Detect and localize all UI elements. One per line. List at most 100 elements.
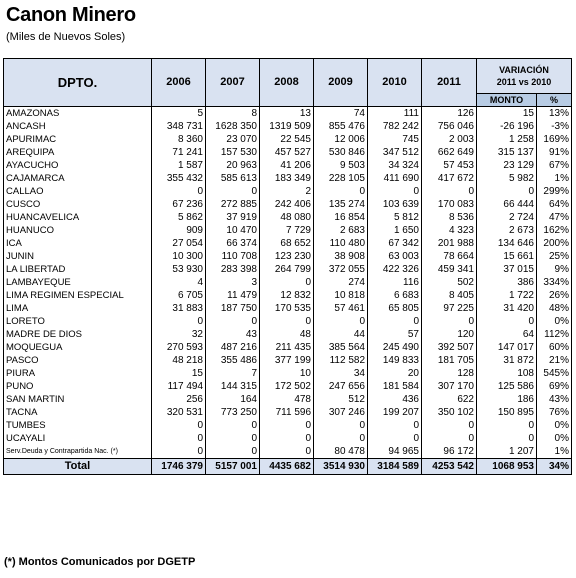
table-cell: 5 862 (151, 211, 206, 224)
table-row: MOQUEGUA 270 593 487 216 211 435 385 564 245 … (3, 341, 572, 354)
table-cell: 44 (313, 328, 368, 341)
table-cell: 2 724 (476, 211, 537, 224)
table-cell: 38 908 (313, 250, 368, 263)
table-cell: 512 (313, 393, 368, 406)
table-cell: 32 (151, 328, 206, 341)
table-cell: 211 435 (259, 341, 314, 354)
table-cell: 377 199 (259, 354, 314, 367)
table-cell: 1628 350 (205, 120, 260, 133)
table-cell: 0 (205, 419, 260, 432)
table-cell: 91% (536, 146, 572, 159)
table-cell: 411 690 (367, 172, 422, 185)
table-cell: 20 (367, 367, 422, 380)
table-row: AREQUIPA 71 241 157 530 457 527 530 846 347 5… (3, 146, 572, 159)
table-cell: 0 (151, 185, 206, 198)
table-cell: 67% (536, 159, 572, 172)
dept-name: UCAYALI (3, 432, 152, 445)
table-cell: 31 872 (476, 354, 537, 367)
table-cell: 10 470 (205, 224, 260, 237)
table-cell: 37 919 (205, 211, 260, 224)
table-cell: 200% (536, 237, 572, 250)
table-cell: 0 (476, 419, 537, 432)
canon-table: DPTO. 2006 2007 2008 2009 2010 2011 VARI… (3, 58, 572, 475)
table-cell: 2 (259, 185, 314, 198)
table-cell: 57 453 (421, 159, 477, 172)
table-cell: 37 015 (476, 263, 537, 276)
header-variation-period: 2011 vs 2010 (496, 77, 552, 87)
dept-name: CALLAO (3, 185, 152, 198)
page-title: Canon Minero (6, 4, 136, 26)
table-cell: 43 (205, 328, 260, 341)
table-cell: 0 (151, 445, 206, 459)
table-cell: 12 006 (313, 133, 368, 146)
table-cell: 13 (259, 106, 314, 120)
total-cell: 3514 930 (313, 458, 368, 475)
dept-name: CUSCO (3, 198, 152, 211)
table-cell: 12 832 (259, 289, 314, 302)
table-cell: 0 (476, 315, 537, 328)
total-cell: 1746 379 (151, 458, 206, 475)
table-cell: 385 564 (313, 341, 368, 354)
table-cell: 1% (536, 445, 572, 459)
table-cell: 386 (476, 276, 537, 289)
table-cell: 8 536 (421, 211, 477, 224)
table-cell: 0 (259, 432, 314, 445)
table-cell: 135 274 (313, 198, 368, 211)
table-cell: 112 582 (313, 354, 368, 367)
table-cell: 103 639 (367, 198, 422, 211)
table-cell: 31 883 (151, 302, 206, 315)
table-cell: 7 729 (259, 224, 314, 237)
table-row: ICA 27 054 66 374 68 652 110 480 67 342 201 98… (3, 237, 572, 250)
header-year-2009: 2009 (313, 58, 368, 107)
table-cell: 48 080 (259, 211, 314, 224)
table-cell: 78 664 (421, 250, 477, 263)
table-cell: 64% (536, 198, 572, 211)
table-cell: 0 (205, 185, 260, 198)
table-cell: 0 (367, 419, 422, 432)
table-cell: 21% (536, 354, 572, 367)
dept-name: JUNIN (3, 250, 152, 263)
table-cell: 228 105 (313, 172, 368, 185)
table-cell: 183 349 (259, 172, 314, 185)
total-label: Total (3, 458, 152, 475)
table-cell: 270 593 (151, 341, 206, 354)
table-row: SAN MARTIN 256 164 478 512 436 622 186 43% (3, 393, 572, 406)
table-cell: 436 (367, 393, 422, 406)
table-cell: 60% (536, 341, 572, 354)
table-cell: 134 646 (476, 237, 537, 250)
table-cell: 502 (421, 276, 477, 289)
table-cell: 94 965 (367, 445, 422, 459)
dept-name: CAJAMARCA (3, 172, 152, 185)
table-cell: 274 (313, 276, 368, 289)
table-cell: 0 (259, 315, 314, 328)
table-cell: 34 324 (367, 159, 422, 172)
table-cell: 355 486 (205, 354, 260, 367)
table-cell: 172 502 (259, 380, 314, 393)
table-cell: 128 (421, 367, 477, 380)
dept-name: MOQUEGUA (3, 341, 152, 354)
table-row: LAMBAYEQUE 4 3 0 274 116 502 386 334% (3, 276, 572, 289)
table-cell: 320 531 (151, 406, 206, 419)
table-cell: 5 (151, 106, 206, 120)
table-cell: 1 587 (151, 159, 206, 172)
table-cell: 15 661 (476, 250, 537, 263)
table-row: APURIMAC 8 360 23 070 22 545 12 006 745 2 003 1… (3, 133, 572, 146)
table-cell: 264 799 (259, 263, 314, 276)
table-cell: 68 652 (259, 237, 314, 250)
table-cell: 711 596 (259, 406, 314, 419)
dept-name: TACNA (3, 406, 152, 419)
table-body: AMAZONAS 5 8 13 74 111 126 15 13% ANCASH 348 731 16… (3, 106, 572, 459)
table-cell: 4 (151, 276, 206, 289)
table-row: TACNA 320 531 773 250 711 596 307 246 199 207… (3, 406, 572, 419)
table-cell: 110 708 (205, 250, 260, 263)
table-cell: 13% (536, 106, 572, 120)
table-cell: 0 (367, 315, 422, 328)
table-cell: 5 812 (367, 211, 422, 224)
header-dept: DPTO. (3, 58, 152, 107)
table-cell: 11 479 (205, 289, 260, 302)
dept-name: HUANCAVELICA (3, 211, 152, 224)
table-cell: 315 137 (476, 146, 537, 159)
dept-name: AMAZONAS (3, 106, 152, 120)
table-cell: 6 683 (367, 289, 422, 302)
total-cell: 5157 001 (205, 458, 260, 475)
